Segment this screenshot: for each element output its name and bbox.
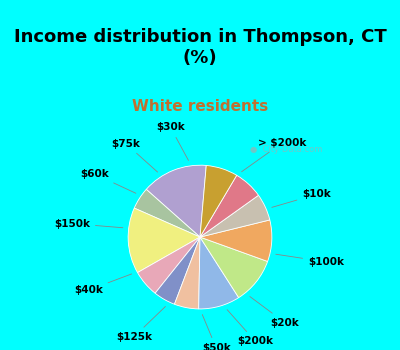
- Wedge shape: [200, 175, 258, 237]
- Wedge shape: [200, 166, 237, 237]
- Wedge shape: [200, 195, 270, 237]
- Text: $60k: $60k: [80, 169, 136, 193]
- Text: $50k: $50k: [202, 315, 230, 350]
- Wedge shape: [138, 237, 200, 293]
- Text: $125k: $125k: [116, 307, 166, 342]
- Wedge shape: [200, 237, 268, 298]
- Text: $100k: $100k: [276, 254, 344, 267]
- Wedge shape: [128, 208, 200, 273]
- Text: $75k: $75k: [112, 139, 158, 172]
- Wedge shape: [200, 220, 272, 261]
- Text: > $200k: > $200k: [242, 138, 307, 172]
- Wedge shape: [134, 189, 200, 237]
- Wedge shape: [199, 237, 239, 309]
- Text: $150k: $150k: [54, 219, 123, 229]
- Text: Income distribution in Thompson, CT
(%): Income distribution in Thompson, CT (%): [14, 28, 386, 67]
- Text: $30k: $30k: [156, 122, 188, 160]
- Text: $200k: $200k: [227, 310, 274, 346]
- Text: $20k: $20k: [250, 296, 299, 328]
- Wedge shape: [174, 237, 200, 309]
- Text: $40k: $40k: [74, 274, 132, 295]
- Wedge shape: [155, 237, 200, 304]
- Text: $10k: $10k: [272, 189, 331, 208]
- Wedge shape: [146, 165, 206, 237]
- Text: White residents: White residents: [132, 99, 268, 114]
- Text: ●  City-Data.com: ● City-Data.com: [250, 145, 322, 154]
